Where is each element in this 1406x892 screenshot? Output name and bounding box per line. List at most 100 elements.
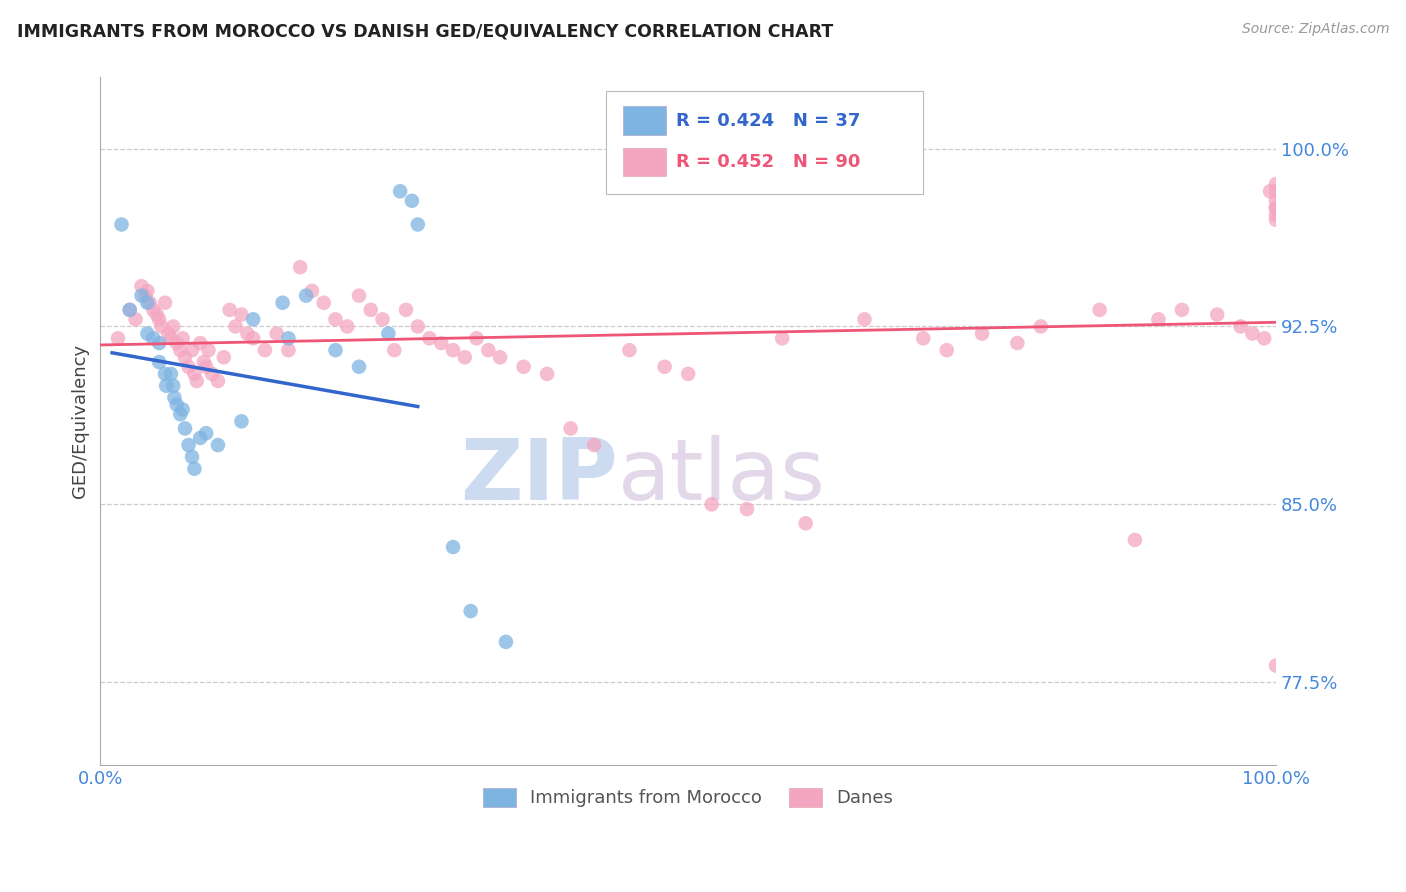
- Point: [1265, 201, 1288, 215]
- Point: [169, 407, 191, 421]
- Point: [172, 402, 194, 417]
- Point: [231, 308, 253, 322]
- Point: [177, 359, 200, 374]
- Point: [1265, 184, 1288, 198]
- Point: [236, 326, 259, 341]
- Point: [295, 288, 318, 302]
- Point: [166, 336, 188, 351]
- Point: [1123, 533, 1146, 547]
- Point: [312, 295, 335, 310]
- Point: [169, 343, 191, 358]
- Point: [225, 319, 247, 334]
- Point: [242, 312, 264, 326]
- Point: [1088, 302, 1111, 317]
- Point: [389, 184, 412, 198]
- Point: [107, 331, 129, 345]
- Point: [735, 502, 758, 516]
- Point: [1265, 212, 1288, 227]
- Point: [560, 421, 582, 435]
- Point: [912, 331, 935, 345]
- Point: [118, 302, 141, 317]
- Point: [512, 359, 534, 374]
- Point: [853, 312, 876, 326]
- Point: [124, 312, 146, 326]
- Point: [1147, 312, 1170, 326]
- Point: [181, 450, 204, 464]
- Point: [153, 367, 176, 381]
- Point: [142, 331, 165, 345]
- Point: [794, 516, 817, 531]
- Point: [197, 343, 219, 358]
- Point: [325, 312, 347, 326]
- Point: [172, 331, 194, 345]
- Text: R = 0.424   N = 37: R = 0.424 N = 37: [676, 112, 860, 129]
- Y-axis label: GED/Equivalency: GED/Equivalency: [72, 344, 89, 499]
- Text: IMMIGRANTS FROM MOROCCO VS DANISH GED/EQUIVALENCY CORRELATION CHART: IMMIGRANTS FROM MOROCCO VS DANISH GED/EQ…: [17, 22, 834, 40]
- FancyBboxPatch shape: [623, 106, 666, 136]
- Text: Source: ZipAtlas.com: Source: ZipAtlas.com: [1241, 22, 1389, 37]
- Point: [1265, 208, 1288, 222]
- Point: [166, 398, 188, 412]
- Point: [1229, 319, 1251, 334]
- Point: [148, 312, 170, 326]
- Point: [495, 635, 517, 649]
- Point: [157, 326, 180, 341]
- Point: [371, 312, 394, 326]
- Point: [460, 604, 482, 618]
- Point: [136, 326, 159, 341]
- Point: [183, 462, 205, 476]
- Point: [406, 319, 429, 334]
- Point: [935, 343, 957, 358]
- Point: [162, 378, 184, 392]
- Point: [401, 194, 423, 208]
- Point: [266, 326, 288, 341]
- Point: [654, 359, 676, 374]
- Point: [207, 374, 229, 388]
- Point: [1258, 184, 1281, 198]
- Point: [1206, 308, 1229, 322]
- Point: [193, 355, 215, 369]
- Point: [153, 295, 176, 310]
- Point: [271, 295, 294, 310]
- Point: [583, 438, 606, 452]
- Point: [676, 367, 699, 381]
- Point: [347, 288, 370, 302]
- Point: [162, 319, 184, 334]
- Point: [195, 426, 218, 441]
- Point: [1029, 319, 1052, 334]
- Point: [1265, 194, 1288, 208]
- Point: [136, 295, 159, 310]
- Point: [465, 331, 488, 345]
- Point: [242, 331, 264, 345]
- Point: [377, 326, 399, 341]
- Point: [195, 359, 218, 374]
- Point: [207, 438, 229, 452]
- Point: [183, 367, 205, 381]
- Point: [301, 284, 323, 298]
- Legend: Immigrants from Morocco, Danes: Immigrants from Morocco, Danes: [477, 780, 900, 814]
- Point: [177, 438, 200, 452]
- Point: [138, 295, 160, 310]
- Point: [489, 351, 512, 365]
- FancyBboxPatch shape: [623, 147, 666, 177]
- Point: [770, 331, 793, 345]
- Point: [160, 367, 183, 381]
- Point: [395, 302, 418, 317]
- Point: [218, 302, 240, 317]
- Point: [131, 288, 153, 302]
- Point: [1171, 302, 1194, 317]
- Point: [970, 326, 993, 341]
- Point: [212, 351, 235, 365]
- Point: [536, 367, 558, 381]
- Point: [142, 302, 165, 317]
- Point: [418, 331, 440, 345]
- Point: [477, 343, 499, 358]
- Point: [277, 343, 299, 358]
- Point: [1007, 336, 1029, 351]
- Point: [110, 218, 132, 232]
- Point: [174, 351, 197, 365]
- Point: [160, 331, 183, 345]
- Point: [148, 336, 170, 351]
- Point: [188, 336, 211, 351]
- Point: [186, 374, 208, 388]
